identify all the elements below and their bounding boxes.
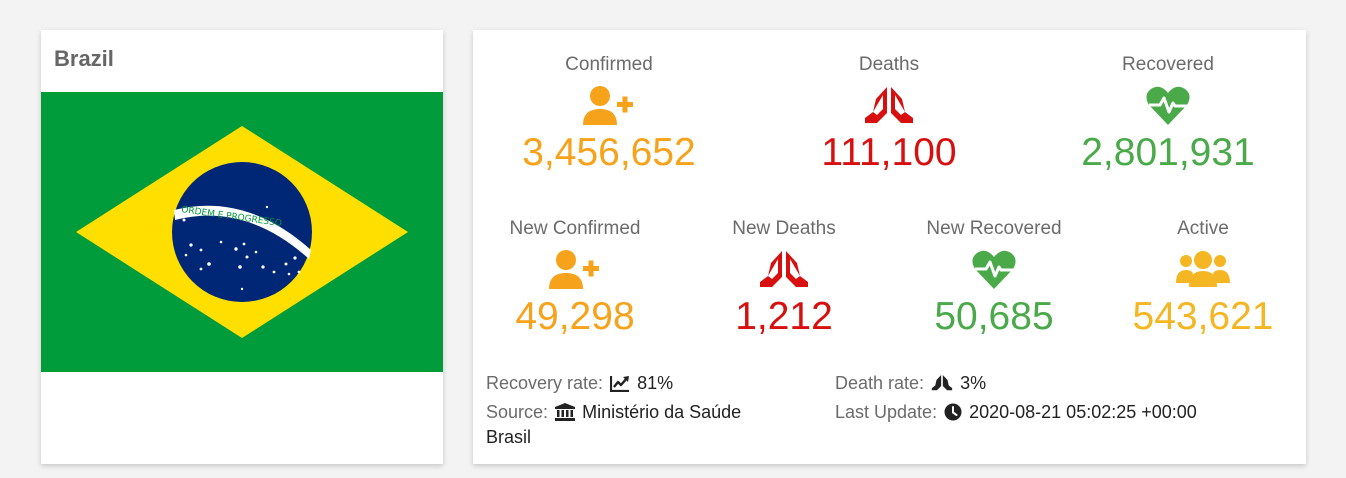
death-rate: Death rate: 3%	[835, 371, 986, 395]
stat-label-active: Active	[1177, 218, 1229, 239]
stat-new-recovered: New Recovered 50,685	[894, 218, 1094, 339]
source-value-line1: Ministério da Saúde	[582, 402, 742, 422]
user-plus-icon	[583, 86, 633, 125]
stat-value-deaths: 111,100	[821, 131, 957, 174]
brazil-flag-image: ORDEM E PROGRESSO	[41, 92, 443, 372]
death-rate-label: Death rate:	[835, 373, 925, 393]
stat-confirmed: Confirmed 3,456,652	[509, 54, 709, 175]
stat-value-confirmed: 3,456,652	[522, 131, 696, 174]
stat-label-new-confirmed: New Confirmed	[509, 218, 641, 239]
death-rate-value: 3%	[960, 373, 987, 393]
institution-icon	[555, 403, 576, 421]
heartbeat-icon	[1146, 86, 1190, 125]
stat-value-recovered: 2,801,931	[1081, 131, 1255, 174]
praying-hands-icon	[865, 87, 913, 123]
stat-new-confirmed: New Confirmed 49,298	[475, 218, 675, 339]
stat-value-new-recovered: 50,685	[934, 295, 1054, 338]
stat-deaths: Deaths 111,100	[789, 54, 989, 175]
source-value-line2: Brasil	[486, 427, 532, 447]
stat-label-new-deaths: New Deaths	[732, 218, 836, 239]
stat-value-new-deaths: 1,212	[735, 295, 833, 338]
stat-label-recovered: Recovered	[1122, 54, 1214, 75]
last-update-value: 2020-08-21 05:02:25 +00:00	[969, 402, 1197, 422]
stat-active: Active 543,621	[1103, 218, 1303, 339]
heartbeat-icon	[972, 250, 1016, 289]
last-update-label: Last Update:	[835, 402, 938, 422]
country-card: Brazil ORDEM E PROGRESSO	[41, 30, 443, 464]
stat-new-deaths: New Deaths 1,212	[684, 218, 884, 339]
chart-line-icon	[609, 376, 630, 393]
user-plus-icon	[549, 250, 599, 289]
stat-value-new-confirmed: 49,298	[515, 295, 635, 338]
stat-label-confirmed: Confirmed	[565, 54, 653, 75]
praying-hands-icon	[931, 374, 953, 391]
last-update: Last Update: 2020-08-21 05:02:25 +00:00	[835, 400, 1197, 424]
stats-card: Confirmed 3,456,652 Deaths 111,100 Recov…	[473, 30, 1306, 464]
users-icon	[1176, 251, 1230, 287]
source-label: Source:	[486, 402, 549, 422]
stat-label-deaths: Deaths	[858, 54, 920, 75]
stat-value-active: 543,621	[1132, 295, 1274, 338]
recovery-rate-value: 81%	[637, 373, 674, 393]
recovery-rate: Recovery rate: 81%	[486, 371, 673, 395]
praying-hands-icon	[760, 251, 808, 287]
clock-icon	[944, 403, 962, 421]
country-name: Brazil	[54, 46, 114, 71]
source: Source: Ministério da Saúde	[486, 400, 741, 424]
source-line2: Brasil	[486, 425, 531, 449]
recovery-rate-label: Recovery rate:	[486, 373, 604, 393]
stat-recovered: Recovered 2,801,931	[1068, 54, 1268, 175]
stat-label-new-recovered: New Recovered	[926, 218, 1062, 239]
